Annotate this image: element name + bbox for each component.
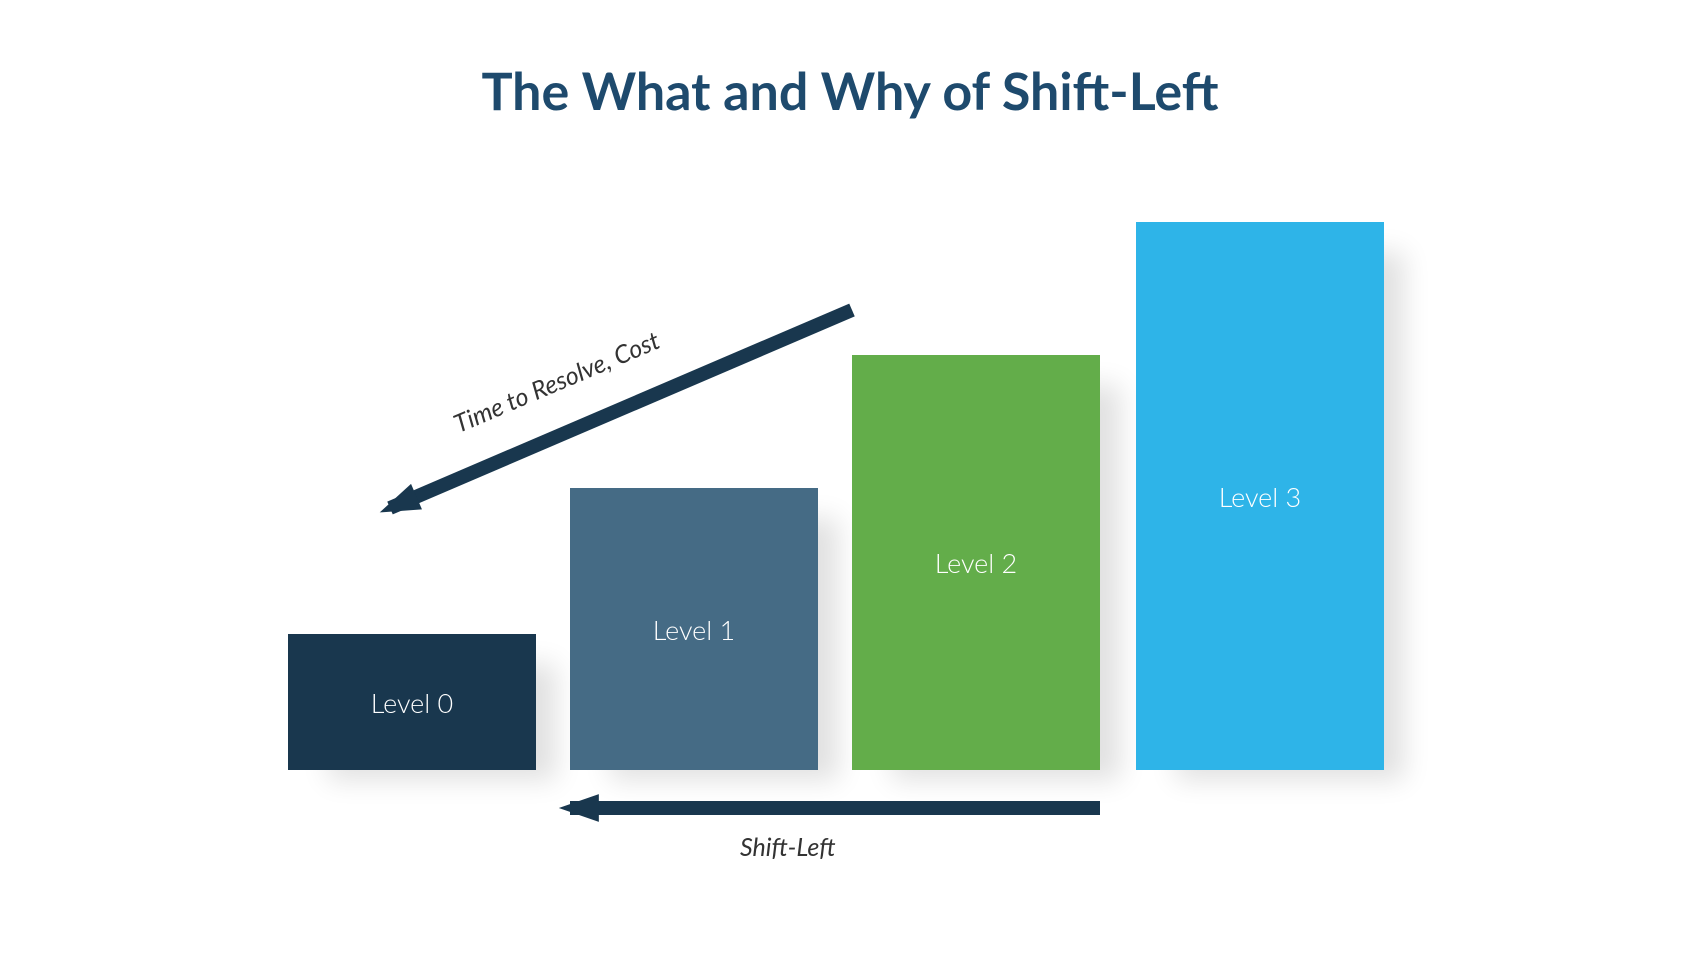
bottom-arrow-label: Shift-Left <box>740 832 836 862</box>
bottom-arrow <box>0 0 1700 960</box>
